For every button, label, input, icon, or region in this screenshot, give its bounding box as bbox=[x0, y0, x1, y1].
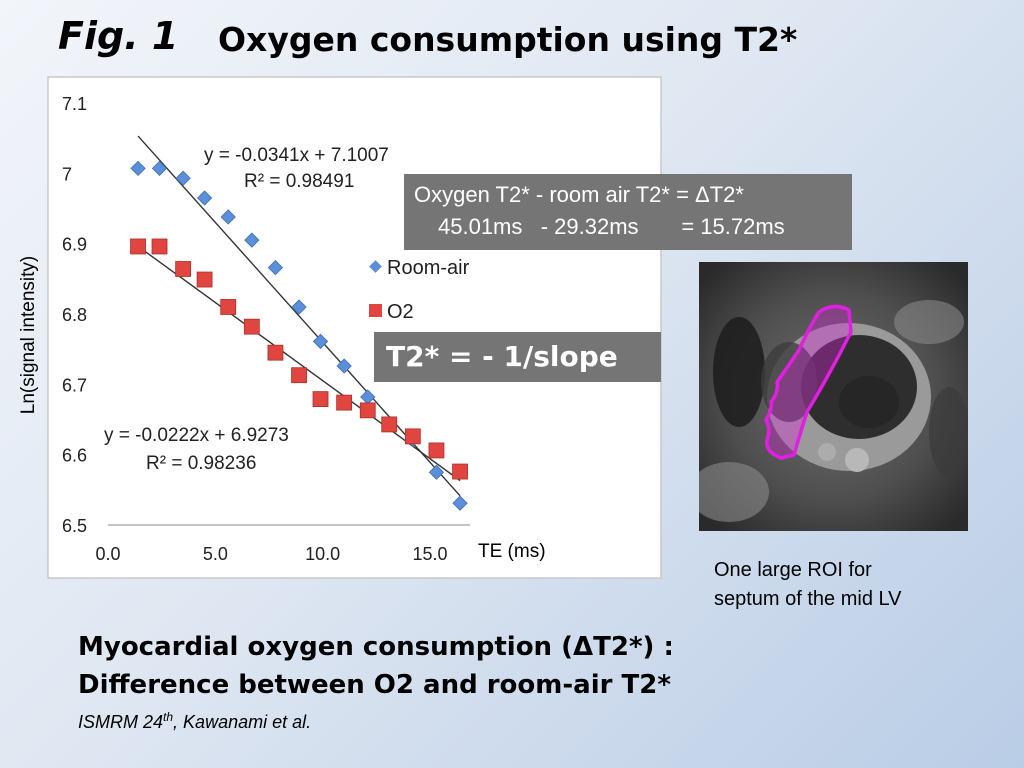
delta-t2-formula: Oxygen T2* - room air T2* = ΔT2* bbox=[414, 182, 744, 207]
o2-point bbox=[291, 367, 307, 384]
x-ticks: 0.0 5.0 10.0 15.0 bbox=[95, 544, 447, 564]
room-air-point bbox=[244, 232, 260, 248]
y-tick-label: 6.9 bbox=[62, 235, 87, 255]
o2-point bbox=[175, 261, 192, 277]
citation-suffix: , Kawanami et al. bbox=[173, 712, 312, 732]
room-air-point bbox=[151, 160, 168, 177]
o2-r2: R² = 0.98236 bbox=[146, 453, 256, 474]
y-ticks: 7.1 7 6.9 6.8 6.7 6.6 6.5 bbox=[62, 94, 87, 536]
o2-point bbox=[130, 238, 146, 255]
room-air-point bbox=[267, 259, 284, 276]
figure-label: Fig. 1 bbox=[58, 14, 179, 58]
cardiac-mri-image bbox=[699, 262, 968, 531]
y-tick-label: 6.8 bbox=[62, 305, 87, 325]
room-air-point bbox=[312, 333, 329, 350]
x-tick-label: 10.0 bbox=[305, 544, 340, 564]
o2-point bbox=[151, 238, 168, 255]
y-tick-label: 6.5 bbox=[62, 516, 87, 536]
o2-point bbox=[220, 299, 237, 315]
y-tick-label: 6.6 bbox=[62, 446, 87, 466]
room-air-point bbox=[175, 170, 191, 186]
citation: ISMRM 24th, Kawanami et al. bbox=[78, 710, 311, 733]
conclusion-line2: Difference between O2 and room-air T2* bbox=[78, 670, 671, 700]
delta-t2-callout: Oxygen T2* - room air T2* = ΔT2* 45.01ms… bbox=[404, 174, 852, 250]
y-tick-label: 7.1 bbox=[62, 94, 87, 114]
o2-point bbox=[359, 402, 376, 419]
room-air-r2: R² = 0.98491 bbox=[244, 171, 354, 192]
legend-o2-label: O2 bbox=[387, 301, 414, 323]
x-tick-label: 15.0 bbox=[412, 544, 447, 564]
roi-caption-line2: septum of the mid LV bbox=[714, 588, 902, 610]
roi-caption-line1: One large ROI for bbox=[714, 559, 872, 581]
citation-superscript: th bbox=[163, 710, 174, 724]
room-air-point bbox=[130, 160, 146, 177]
room-air-equation: y = -0.0341x + 7.1007 bbox=[204, 145, 389, 166]
conclusion-text: Myocardial oxygen consumption (ΔT2*) : D… bbox=[78, 628, 674, 704]
y-tick-label: 7 bbox=[62, 164, 72, 184]
slope-callout: T2* = - 1/slope bbox=[374, 332, 661, 382]
o2-point bbox=[312, 391, 329, 408]
room-air-point bbox=[196, 190, 213, 206]
o2-point bbox=[428, 442, 445, 459]
room-air-point bbox=[336, 358, 352, 374]
roi-outline bbox=[764, 304, 853, 460]
room-air-point bbox=[428, 464, 445, 480]
o2-point bbox=[336, 394, 353, 411]
o2-point bbox=[452, 463, 468, 480]
data-points bbox=[130, 160, 468, 511]
legend-room-air-marker bbox=[369, 260, 382, 273]
room-air-point bbox=[220, 209, 236, 225]
legend: Room-air O2 bbox=[369, 257, 470, 323]
delta-t2-values: 45.01ms - 29.32ms = 15.72ms bbox=[438, 214, 785, 239]
o2-equation: y = -0.0222x + 6.9273 bbox=[104, 425, 289, 446]
roi-caption: One large ROI for septum of the mid LV bbox=[714, 556, 994, 614]
x-axis-title: TE (ms) bbox=[478, 541, 546, 562]
conclusion-line1: Myocardial oxygen consumption (ΔT2*) : bbox=[78, 632, 674, 662]
legend-room-air-label: Room-air bbox=[387, 257, 470, 279]
o2-point bbox=[196, 271, 213, 288]
x-tick-label: 0.0 bbox=[95, 544, 120, 564]
o2-point bbox=[404, 428, 421, 445]
y-tick-label: 6.7 bbox=[62, 375, 87, 395]
o2-point bbox=[381, 416, 398, 433]
room-air-point bbox=[291, 299, 307, 315]
o2-point bbox=[267, 344, 284, 361]
y-axis-title: Ln(signal intensity) bbox=[18, 256, 39, 414]
o2-point bbox=[243, 318, 260, 335]
room-air-point bbox=[452, 495, 468, 511]
room-air-point bbox=[360, 389, 376, 405]
x-tick-label: 5.0 bbox=[203, 544, 228, 564]
chart-panel bbox=[47, 76, 662, 579]
slide-title: Oxygen consumption using T2* bbox=[218, 20, 798, 59]
legend-o2-marker bbox=[369, 304, 382, 317]
citation-prefix: ISMRM 24 bbox=[78, 712, 164, 732]
